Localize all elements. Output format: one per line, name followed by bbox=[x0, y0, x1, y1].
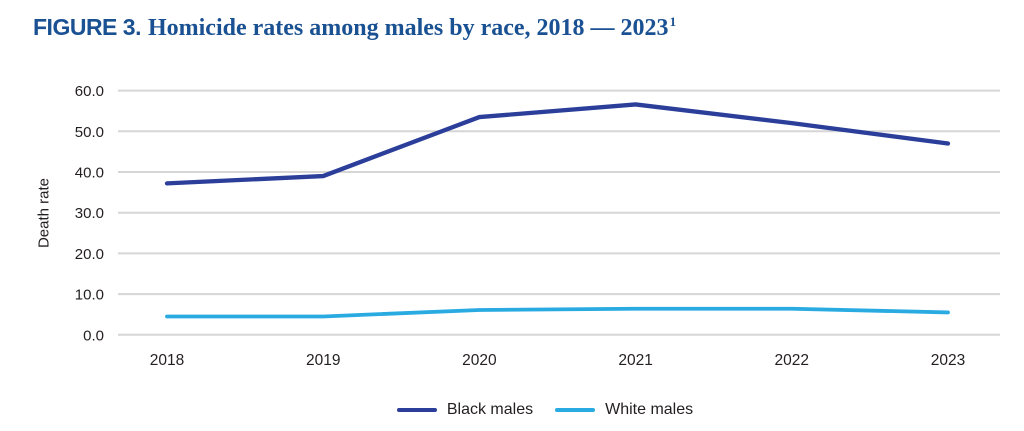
y-tick-label: 10.0 bbox=[75, 287, 104, 304]
y-tick-label: 40.0 bbox=[75, 165, 104, 182]
legend-item-black-males: Black males bbox=[396, 401, 534, 419]
legend-label: White males bbox=[605, 401, 694, 418]
legend: Black males White males bbox=[33, 401, 1024, 419]
y-tick-label: 20.0 bbox=[75, 246, 104, 263]
x-tick-label: 2023 bbox=[931, 352, 965, 369]
figure-title-text: Homicide rates among males by race, 2018… bbox=[147, 15, 669, 41]
figure-footnote-marker: 1 bbox=[669, 14, 677, 29]
y-tick-label: 60.0 bbox=[75, 83, 104, 100]
y-tick-label: 0.0 bbox=[83, 327, 104, 344]
series-line-white-males bbox=[165, 306, 950, 319]
series-line-black-males bbox=[164, 102, 951, 186]
y-axis-title: Death rate bbox=[35, 177, 53, 249]
x-tick-label: 2022 bbox=[775, 352, 809, 369]
figure-title: FIGURE 3. Homicide rates among males by r… bbox=[33, 14, 676, 42]
x-tick-label: 2020 bbox=[462, 352, 497, 369]
black-males-line-swatch-icon bbox=[396, 408, 437, 412]
legend-item-white-males: White males bbox=[555, 401, 693, 419]
y-tick-label: 50.0 bbox=[75, 124, 104, 141]
legend-label: Black males bbox=[446, 401, 534, 418]
x-tick-label: 2019 bbox=[306, 352, 340, 369]
x-tick-label: 2018 bbox=[150, 352, 184, 369]
figure-number-label: FIGURE 3. bbox=[33, 14, 141, 40]
x-tick-label: 2021 bbox=[618, 352, 652, 369]
y-tick-label: 30.0 bbox=[75, 205, 104, 222]
white-males-line-swatch-icon bbox=[555, 408, 596, 412]
